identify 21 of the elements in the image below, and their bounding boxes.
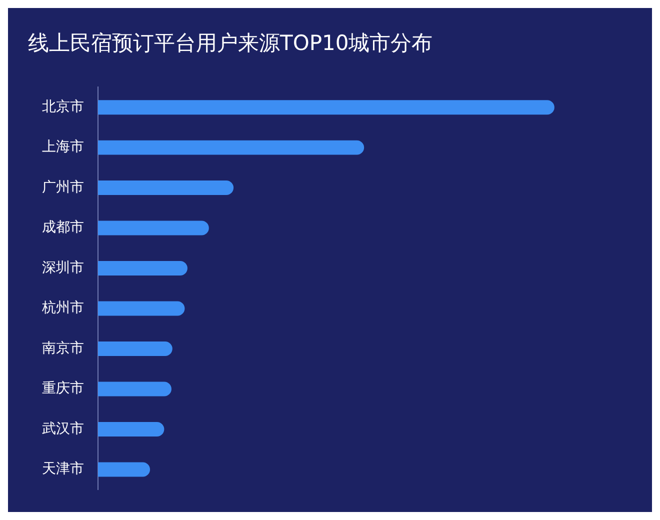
y-tick-label: 北京市 bbox=[42, 98, 84, 115]
bar bbox=[98, 301, 185, 316]
bar bbox=[98, 220, 209, 236]
bar bbox=[98, 100, 554, 115]
chart-title: 线上民宿预订平台用户来源TOP10城市分布 bbox=[28, 31, 433, 56]
y-tick-label: 武汉市 bbox=[42, 420, 84, 437]
y-tick-label: 南京市 bbox=[42, 340, 84, 356]
bar bbox=[98, 422, 164, 436]
bar bbox=[98, 180, 234, 196]
bar bbox=[98, 382, 172, 396]
y-tick-label: 深圳市 bbox=[42, 260, 84, 276]
bar bbox=[98, 140, 364, 155]
bar bbox=[98, 342, 172, 356]
y-tick-label: 杭州市 bbox=[41, 300, 84, 316]
y-tick-label: 天津市 bbox=[42, 461, 84, 478]
y-tick-label: 重庆市 bbox=[42, 380, 84, 397]
y-tick-label: 成都市 bbox=[42, 220, 84, 236]
y-tick-label: 广州市 bbox=[42, 179, 84, 196]
bar bbox=[98, 261, 188, 276]
bar bbox=[98, 462, 150, 477]
y-tick-label: 上海市 bbox=[42, 139, 84, 156]
